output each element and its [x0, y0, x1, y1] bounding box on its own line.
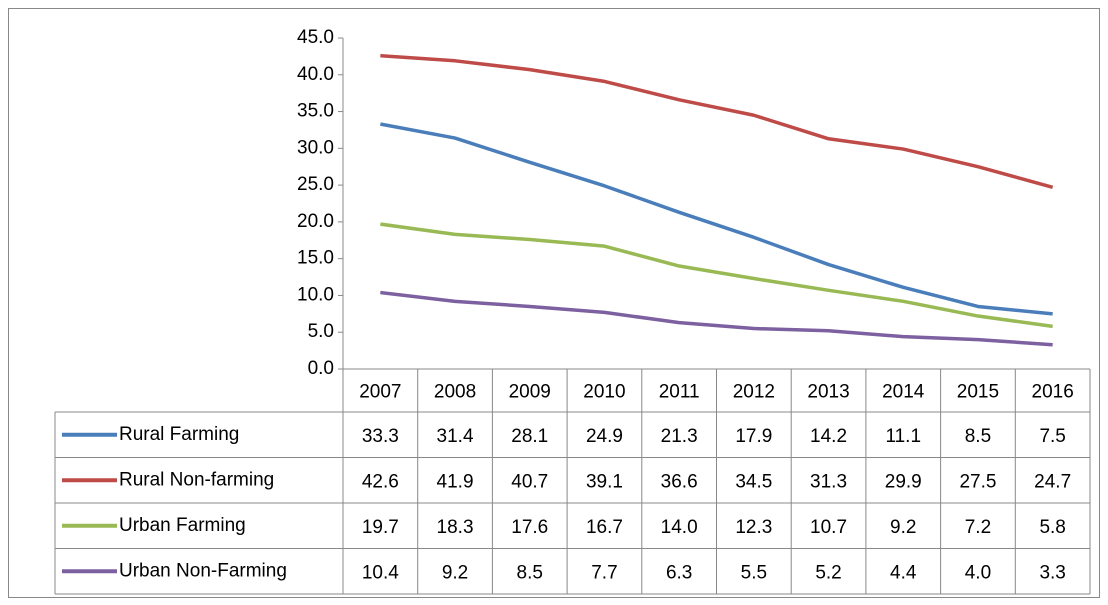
table-cell: 14.0 [661, 517, 698, 538]
y-tick-label: 40.0 [297, 64, 334, 85]
table-cell: 16.7 [586, 517, 623, 538]
series-line [380, 290, 1053, 347]
table-cell: 8.5 [517, 562, 543, 583]
table-cell: 28.1 [511, 426, 548, 447]
table-cell: 24.9 [586, 426, 623, 447]
series-line [380, 122, 1053, 316]
table-cell: 31.4 [437, 426, 474, 447]
table-cell: 40.7 [511, 471, 548, 492]
x-tick-label: 2015 [957, 382, 999, 403]
series-line [380, 53, 1054, 190]
y-tick-label: 20.0 [297, 211, 334, 232]
table-cell: 6.3 [666, 562, 692, 583]
table-cell: 5.2 [815, 562, 841, 583]
table-cell: 4.4 [890, 562, 917, 583]
table-cell: 29.9 [885, 471, 922, 492]
y-tick-label: 0.0 [308, 358, 334, 379]
table-cell: 9.2 [890, 517, 916, 538]
legend-label: Urban Farming [119, 515, 246, 536]
table-cell: 42.6 [362, 471, 399, 492]
x-tick-label: 2009 [509, 382, 551, 403]
x-tick-label: 2011 [659, 382, 700, 403]
table-cell: 7.5 [1039, 426, 1065, 447]
table-cell: 41.9 [437, 471, 474, 492]
x-tick-label: 2008 [434, 382, 476, 403]
table-cell: 21.3 [661, 426, 698, 447]
table-cell: 3.3 [1039, 562, 1065, 583]
legend-label: Urban Non-Farming [119, 560, 287, 581]
table-cell: 14.2 [810, 426, 847, 447]
x-tick-label: 2013 [807, 382, 849, 403]
chart-border [8, 8, 1100, 598]
table-cell: 17.6 [511, 517, 548, 538]
table-cell: 33.3 [362, 426, 399, 447]
table-cell: 9.2 [442, 562, 468, 583]
table-cell: 7.7 [591, 562, 617, 583]
x-tick-label: 2014 [882, 382, 925, 403]
table-cell: 18.3 [437, 517, 474, 538]
x-tick-label: 2007 [359, 382, 401, 403]
table-cell: 4.0 [965, 562, 991, 583]
table-cell: 34.5 [735, 471, 772, 492]
table-cell: 11.1 [885, 426, 921, 447]
y-tick-label: 15.0 [297, 248, 334, 269]
y-tick-label: 35.0 [297, 101, 334, 122]
table-cell: 19.7 [362, 517, 399, 538]
y-tick-label: 25.0 [297, 174, 334, 195]
table-cell: 5.8 [1039, 517, 1065, 538]
y-tick-label: 45.0 [297, 27, 334, 48]
x-tick-label: 2010 [583, 382, 625, 403]
table-cell: 5.5 [741, 562, 767, 583]
table-cell: 39.1 [586, 471, 623, 492]
legend-label: Rural Farming [119, 424, 239, 445]
series-line [380, 222, 1053, 329]
table-cell: 10.7 [810, 517, 847, 538]
y-tick-label: 30.0 [297, 137, 334, 158]
table-cell: 8.5 [965, 426, 991, 447]
table-cell: 17.9 [735, 426, 772, 447]
table-cell: 31.3 [810, 471, 847, 492]
table-cell: 10.4 [362, 562, 399, 583]
x-tick-label: 2012 [733, 382, 775, 403]
table-cell: 12.3 [735, 517, 772, 538]
table-cell: 24.7 [1034, 471, 1071, 492]
table-cell: 36.6 [661, 471, 698, 492]
table-cell: 7.2 [965, 517, 991, 538]
legend-label: Rural Non-farming [119, 469, 274, 490]
y-tick-label: 10.0 [297, 284, 334, 305]
y-tick-label: 5.0 [308, 321, 334, 342]
x-tick-label: 2016 [1032, 382, 1074, 403]
table-cell: 27.5 [959, 471, 996, 492]
